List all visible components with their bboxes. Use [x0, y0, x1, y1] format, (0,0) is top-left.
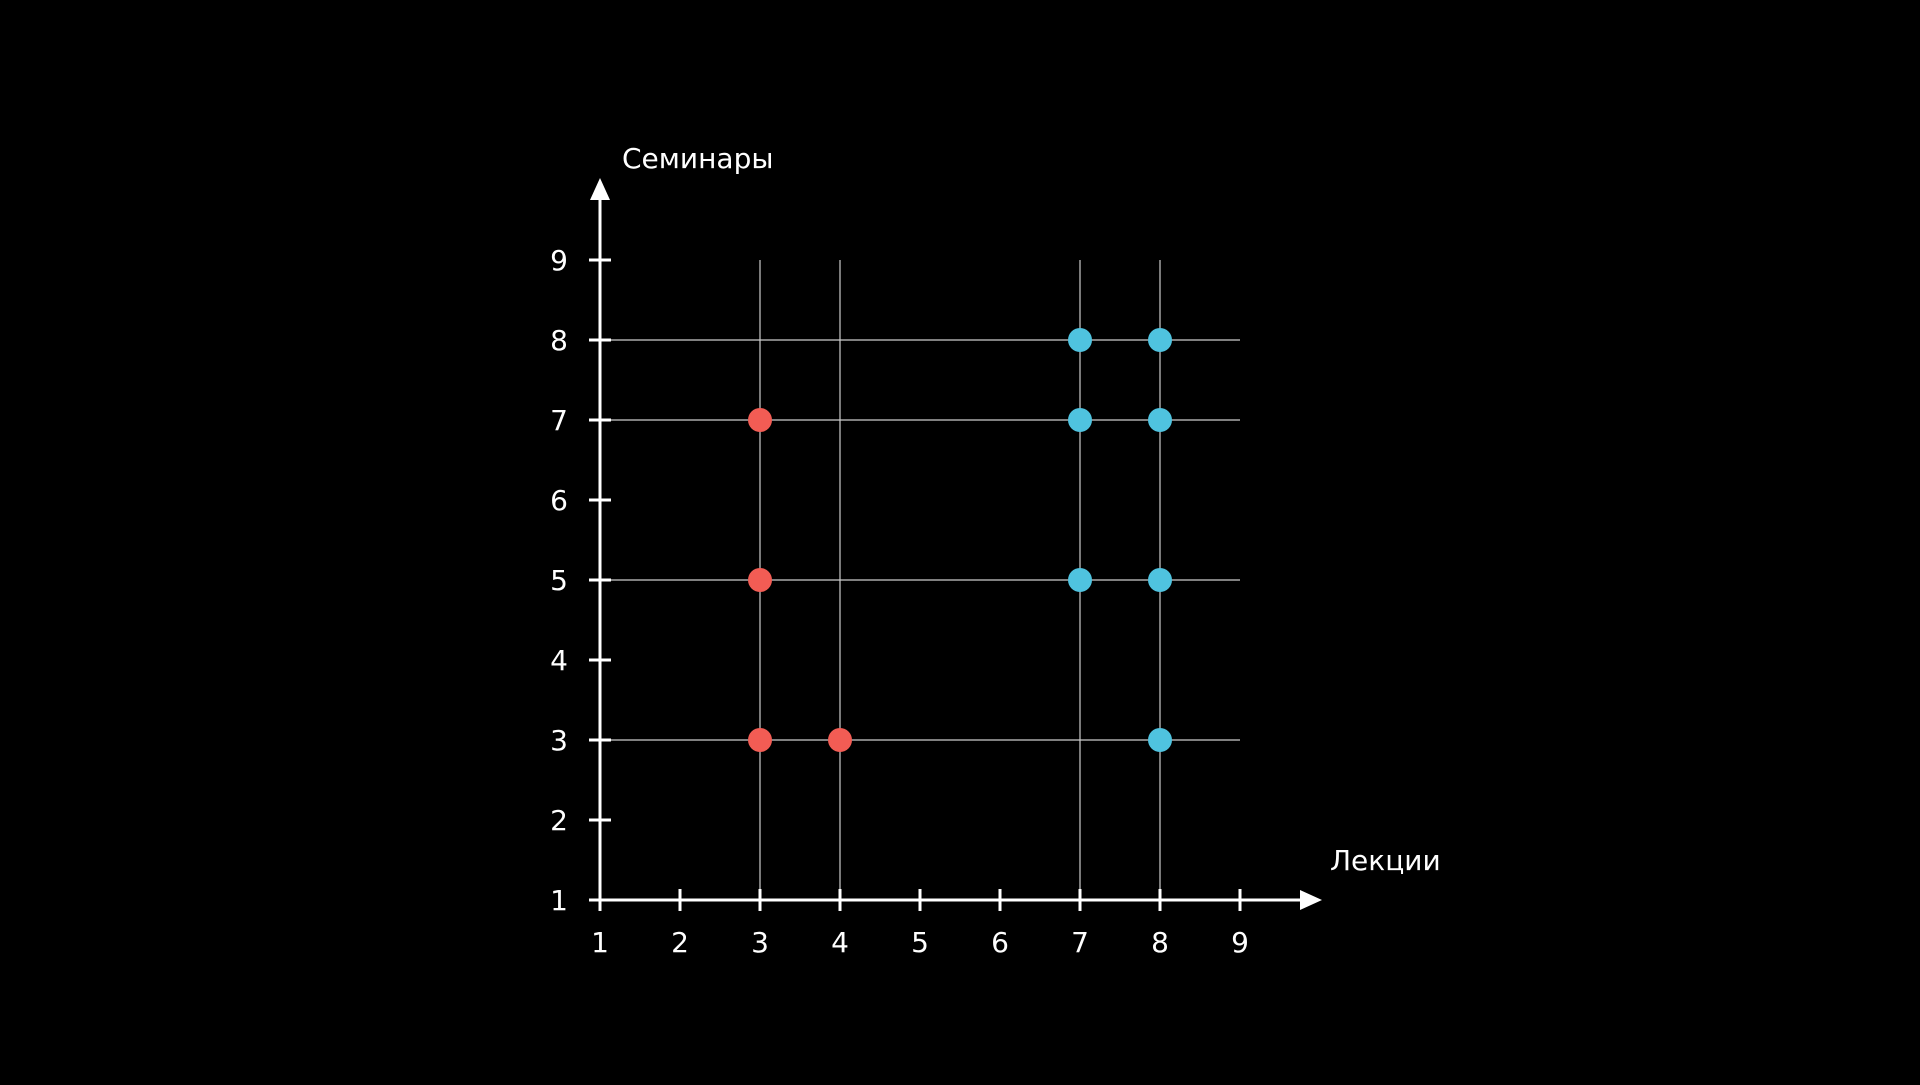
data-point — [1148, 408, 1172, 432]
data-points — [748, 328, 1172, 752]
data-point — [1068, 328, 1092, 352]
y-tick-label: 4 — [550, 644, 568, 677]
data-point — [1148, 568, 1172, 592]
y-tick-label: 2 — [550, 804, 568, 837]
y-tick-label: 6 — [550, 484, 568, 517]
x-tick-label: 5 — [911, 926, 929, 959]
data-point — [748, 408, 772, 432]
axes — [590, 178, 1322, 910]
y-tick-label: 3 — [550, 724, 568, 757]
y-tick-label: 9 — [550, 244, 568, 277]
x-tick-label: 7 — [1071, 926, 1089, 959]
y-tick-label: 5 — [550, 564, 568, 597]
y-tick-label: 1 — [550, 884, 568, 917]
x-tick-label: 6 — [991, 926, 1009, 959]
y-axis-arrow — [590, 178, 610, 200]
data-point — [748, 568, 772, 592]
x-tick-label: 4 — [831, 926, 849, 959]
data-point — [748, 728, 772, 752]
x-tick-label: 3 — [751, 926, 769, 959]
x-axis-arrow — [1300, 890, 1322, 910]
data-point — [1068, 568, 1092, 592]
x-tick-label: 9 — [1231, 926, 1249, 959]
data-point — [1068, 408, 1092, 432]
y-tick-label: 7 — [550, 404, 568, 437]
y-tick-label: 8 — [550, 324, 568, 357]
x-tick-label: 2 — [671, 926, 689, 959]
data-point — [1148, 328, 1172, 352]
x-tick-label: 1 — [591, 926, 609, 959]
y-axis-title: Семинары — [622, 142, 773, 175]
grid-lines — [600, 260, 1240, 900]
data-point — [1148, 728, 1172, 752]
x-tick-label: 8 — [1151, 926, 1169, 959]
data-point — [828, 728, 852, 752]
x-axis-title: Лекции — [1330, 844, 1441, 877]
ticks: 1 2 3 4 5 6 7 8 9 1 2 3 4 5 6 7 8 9 — [550, 244, 1249, 959]
